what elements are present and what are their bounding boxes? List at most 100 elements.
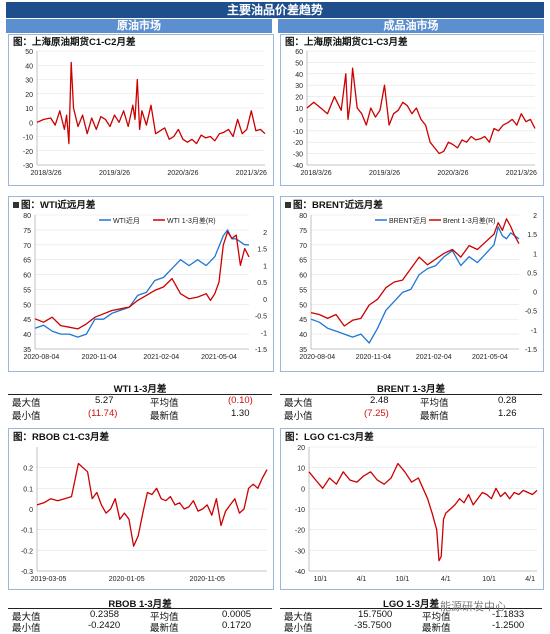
y-tick-label: -0.3 — [21, 569, 33, 576]
stat-label-avg: 平均值 — [150, 612, 179, 623]
stats-title-wti: WTI 1-3月差 — [113, 384, 167, 395]
chart-title: 图：上海原油期货C1-C3月差 — [285, 37, 408, 48]
y2-tick-label: 2 — [533, 213, 537, 220]
stat-value-avg: 0.0005 — [222, 609, 252, 620]
y2-tick-label: 1.5 — [257, 247, 267, 254]
panel-lgo: 图：LGO C1-C3月差 20 10 0 -10 -20 -30 -40 10/1 4/1 10… — [280, 428, 544, 590]
y-tick-label: 70 — [299, 243, 307, 250]
stats-divider — [8, 608, 272, 609]
chart-brent: 80 75 70 65 60 55 50 45 40 35 2 1.5 1 0.5 0 -0.5 -1 -1.5 2… — [299, 213, 537, 361]
stat-label-max: 最大值 — [12, 612, 41, 623]
section-crude: 原油市场 — [6, 19, 272, 33]
y-tick-label: 10 — [297, 466, 305, 473]
x-tick-label: 2021-05-04 — [201, 354, 237, 361]
stat-label-min: 最小值 — [284, 623, 313, 634]
y-tick-label: 30 — [25, 78, 33, 85]
y-tick-label: -30 — [293, 152, 303, 159]
chart-title: 图：LGO C1-C3月差 — [285, 432, 374, 443]
panel-rbob: 图：RBOB C1-C3月差 0.2 0.1 0 -0.1 -0.2 -0.3 2019-0… — [8, 428, 274, 590]
y-tick-label: 45 — [23, 317, 31, 324]
page-title: 主要油品价差趋势 — [6, 2, 544, 18]
stat-value-min: (11.74) — [88, 408, 118, 419]
x-tick-label: 2021-02-04 — [416, 354, 452, 361]
x-tick-label: 2018/3/26 — [31, 170, 62, 177]
panel-sc-c1c2: 图：上海原油期货C1-C2月差 50 40 30 20 10 0 -10 -20 -30 2018… — [8, 34, 274, 186]
stat-label-latest: 最新值 — [422, 623, 451, 634]
y-tick-label: -10 — [293, 129, 303, 136]
y-tick-label: 0 — [29, 120, 33, 127]
chart-wti: 80 75 70 65 60 55 50 45 40 35 2 1.5 1 0.5 0 -0.5 -1 -1.5 2… — [23, 213, 267, 361]
stat-label-min: 最小值 — [284, 411, 313, 422]
y-tick-label: 60 — [299, 273, 307, 280]
y-tick-label: 45 — [299, 317, 307, 324]
stats-title-lgo: LGO 1-3月差 — [383, 599, 439, 610]
title-marker-icon — [13, 202, 19, 209]
y2-tick-label: -0.5 — [525, 309, 537, 316]
series-line-1 — [34, 231, 250, 330]
y-tick-label: 50 — [23, 302, 31, 309]
stat-value-latest: 0.1720 — [222, 620, 252, 631]
stat-value-max: 15.7500 — [358, 609, 393, 620]
series-line-0 — [34, 229, 249, 338]
stat-label-max: 最大值 — [12, 398, 41, 409]
series-line-0 — [36, 462, 268, 547]
y2-tick-label: 0 — [263, 297, 267, 304]
stat-value-avg: 0.28 — [498, 395, 517, 406]
panel-brent: 图：BRENT近远月差 80 75 70 65 60 55 50 45 40 35 2 1.5 1 0.5… — [280, 196, 544, 372]
x-tick-label: 2020-01-05 — [109, 576, 145, 583]
x-tick-label: 2021-05-04 — [472, 354, 508, 361]
section-products: 成品油市场 — [278, 19, 544, 33]
stat-value-avg: -1.1833 — [492, 609, 525, 620]
y-tick-label: 20 — [297, 445, 305, 452]
stat-label-avg: 平均值 — [420, 398, 449, 409]
title-marker-icon — [285, 202, 291, 209]
y-tick-label: -20 — [23, 149, 33, 156]
x-tick-label: 2020-08-04 — [24, 354, 60, 361]
chart-title: 图：WTI近远月差 — [21, 200, 96, 211]
y2-tick-label: 1.5 — [527, 232, 537, 239]
stat-label-avg: 平均值 — [150, 398, 179, 409]
x-tick-label: 2019-03-05 — [31, 576, 67, 583]
x-tick-label: 2018/3/26 — [301, 170, 332, 177]
stat-label-latest: 最新值 — [150, 411, 179, 422]
y-tick-label: -40 — [293, 163, 303, 170]
stat-value-latest: -1.2500 — [492, 620, 525, 631]
y-tick-label: 55 — [23, 287, 31, 294]
stats-title-brent: BRENT 1-3月差 — [376, 384, 446, 395]
y-tick-label: 20 — [295, 95, 303, 102]
stat-label-min: 最小值 — [12, 623, 41, 634]
y-tick-label: -40 — [295, 569, 305, 576]
y2-tick-label: 2 — [263, 230, 267, 237]
x-tick-label: 2020/3/26 — [167, 170, 198, 177]
y-tick-label: -0.1 — [21, 528, 33, 535]
stats-divider — [280, 394, 542, 395]
stat-value-latest: 1.30 — [231, 408, 250, 419]
stats-divider — [8, 394, 272, 395]
legend-label: WTI近月 — [113, 216, 140, 225]
x-tick-label: 4/1 — [525, 576, 535, 583]
y-tick-label: 75 — [23, 228, 31, 235]
y2-tick-label: 0.5 — [527, 270, 537, 277]
x-tick-label: 2021-02-04 — [143, 354, 179, 361]
stat-value-max: 5.27 — [95, 395, 114, 406]
y-tick-label: 65 — [299, 258, 307, 265]
stat-label-latest: 最新值 — [420, 411, 449, 422]
y-tick-label: 75 — [299, 228, 307, 235]
x-tick-label: 4/1 — [357, 576, 367, 583]
y-tick-label: 35 — [299, 347, 307, 354]
x-tick-label: 2020-11-04 — [82, 354, 117, 361]
y2-tick-label: -1.5 — [255, 347, 267, 354]
y-tick-label: 0 — [301, 486, 305, 493]
stat-label-min: 最小值 — [12, 411, 41, 422]
watermark: 能源研发中心 — [440, 601, 506, 613]
series-line-1 — [310, 218, 520, 327]
x-tick-label: 2019/3/26 — [99, 170, 130, 177]
y-tick-label: 50 — [295, 60, 303, 67]
x-tick-label: 2020/3/26 — [437, 170, 468, 177]
y-tick-label: 0 — [29, 507, 33, 514]
chart-title: 图：上海原油期货C1-C2月差 — [13, 37, 136, 48]
y-tick-label: 35 — [23, 347, 31, 354]
y-tick-label: 40 — [23, 332, 31, 339]
